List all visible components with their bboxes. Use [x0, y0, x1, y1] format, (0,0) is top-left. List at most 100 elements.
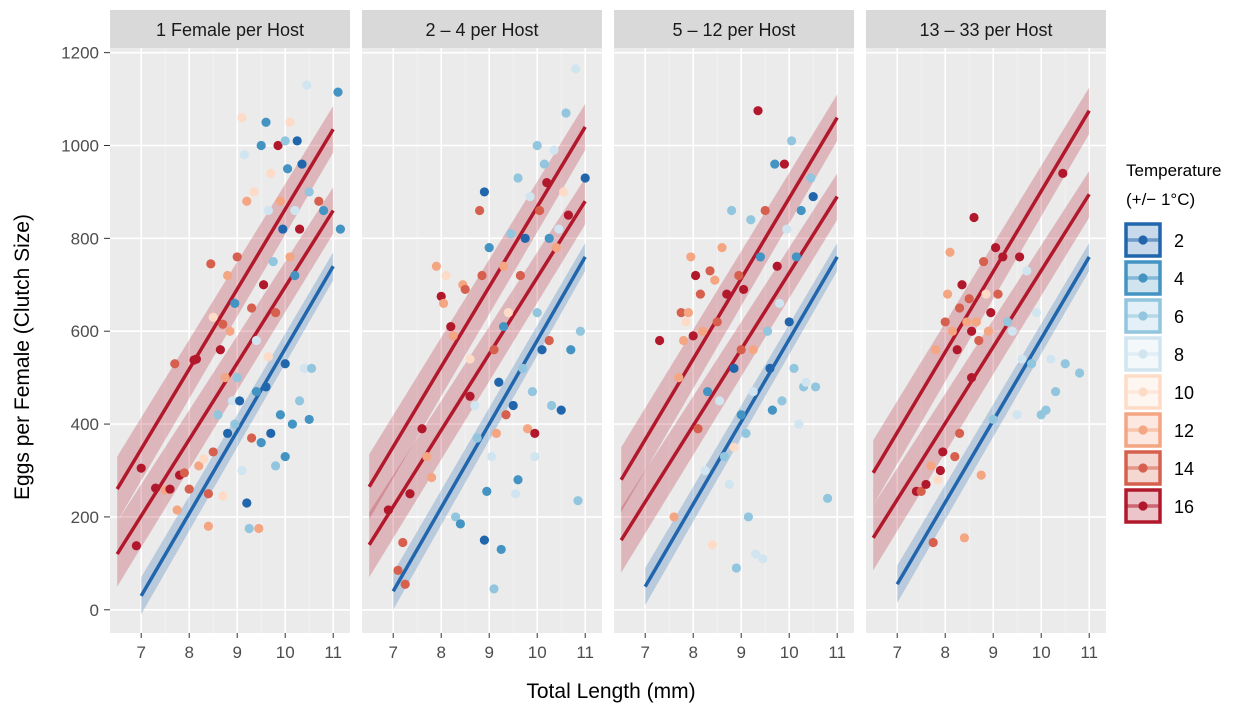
data-point: [460, 284, 470, 295]
data-point: [938, 447, 948, 457]
data-point: [247, 303, 257, 313]
x-tick-label: 9: [484, 643, 493, 662]
data-point: [532, 140, 542, 151]
x-axis-title: Total Length (mm): [526, 680, 695, 703]
data-point: [530, 428, 540, 438]
legend-key-6: 6: [1124, 298, 1184, 334]
legend-label: 6: [1174, 307, 1184, 327]
data-point: [707, 540, 718, 550]
legend-label: 12: [1174, 421, 1194, 441]
x-tick-label: 9: [232, 643, 241, 662]
data-point: [791, 252, 802, 262]
data-point: [244, 523, 254, 534]
data-point: [170, 359, 180, 369]
panel-2: 2 – 4 per Host 7 8 9 10 11: [362, 10, 602, 662]
regression-line-16: [871, 193, 1091, 539]
data-point: [510, 489, 521, 499]
data-point: [203, 521, 213, 531]
data-point: [230, 419, 240, 429]
data-point: [1012, 410, 1022, 420]
data-point: [573, 496, 583, 506]
data-point: [789, 363, 799, 373]
regression-line-16: [619, 195, 839, 542]
data-point: [542, 178, 552, 188]
regression-ribbon-16: [117, 106, 334, 522]
legend-key-12: 12: [1124, 412, 1194, 448]
data-point: [335, 224, 345, 234]
y-tick-label: 800: [71, 229, 99, 248]
data-point: [256, 438, 266, 448]
data-point: [544, 233, 554, 243]
data-point: [232, 252, 242, 262]
data-point: [422, 451, 432, 462]
x-tick-label: 8: [940, 643, 949, 662]
data-point: [487, 451, 497, 462]
data-point: [748, 386, 758, 397]
data-point: [1058, 168, 1068, 178]
x-tick-label: 9: [988, 643, 997, 662]
regression-line-16: [367, 200, 587, 546]
data-point: [566, 345, 576, 355]
data-point: [753, 106, 763, 116]
legend-point: [1138, 387, 1148, 397]
panels-layer: 1 Female per Host 7 8 9 10 11 2 – 4 per Host 7 8…: [110, 10, 1106, 662]
data-point: [580, 173, 590, 183]
y-tick-label: 600: [71, 322, 99, 341]
data-point: [465, 391, 475, 401]
data-point: [964, 294, 974, 304]
data-point: [290, 270, 300, 281]
data-point: [940, 317, 950, 327]
data-point: [506, 229, 516, 239]
data-point: [700, 465, 710, 476]
data-point: [693, 424, 703, 434]
legend-label: 16: [1174, 497, 1194, 517]
data-point: [292, 136, 302, 146]
data-point: [556, 405, 566, 415]
data-point: [959, 533, 970, 543]
data-point: [734, 270, 744, 281]
data-point: [1017, 354, 1027, 364]
data-point: [549, 145, 559, 155]
regression-ribbon-16: [873, 87, 1090, 506]
legend-key-10: 10: [1124, 374, 1194, 410]
data-point: [470, 400, 480, 411]
data-point: [251, 335, 261, 346]
data-point: [736, 410, 746, 420]
data-point: [290, 205, 300, 216]
x-tick-label: 8: [688, 643, 697, 662]
data-point: [535, 205, 545, 216]
data-point: [208, 312, 218, 322]
legend-point: [1138, 349, 1148, 359]
data-point: [280, 136, 290, 146]
data-point: [242, 196, 252, 206]
data-point: [515, 270, 526, 281]
panel-3: 5 – 12 per Host 7 8 9 10 11: [614, 10, 854, 662]
data-point: [275, 196, 285, 206]
data-point: [304, 414, 314, 425]
data-point: [748, 345, 758, 355]
panel-1: 1 Female per Host 7 8 9 10 11: [110, 10, 350, 662]
x-tick-label: 11: [324, 643, 342, 662]
data-point: [991, 243, 1001, 253]
data-point: [796, 205, 806, 216]
data-point: [729, 363, 739, 373]
data-point: [393, 565, 403, 575]
legend: Temperature (+/− 1°C) 2 4 6 8 10 12 14 16: [1124, 161, 1221, 524]
data-point: [705, 266, 715, 276]
data-point: [947, 326, 958, 336]
data-point: [256, 140, 266, 151]
strip-title: 2 – 4 per Host: [425, 20, 538, 40]
data-point: [503, 308, 513, 318]
x-tick-label: 11: [1080, 643, 1098, 662]
data-point: [525, 191, 535, 202]
legend-point: [1138, 235, 1148, 245]
strip-title: 13 – 33 per Host: [919, 20, 1052, 40]
regression-ribbon-16: [369, 103, 586, 520]
regression-ribbon-16: [369, 178, 586, 578]
data-point: [743, 512, 754, 522]
data-point: [712, 317, 722, 327]
data-point: [261, 382, 271, 392]
data-point: [955, 428, 965, 438]
data-point: [674, 373, 684, 383]
